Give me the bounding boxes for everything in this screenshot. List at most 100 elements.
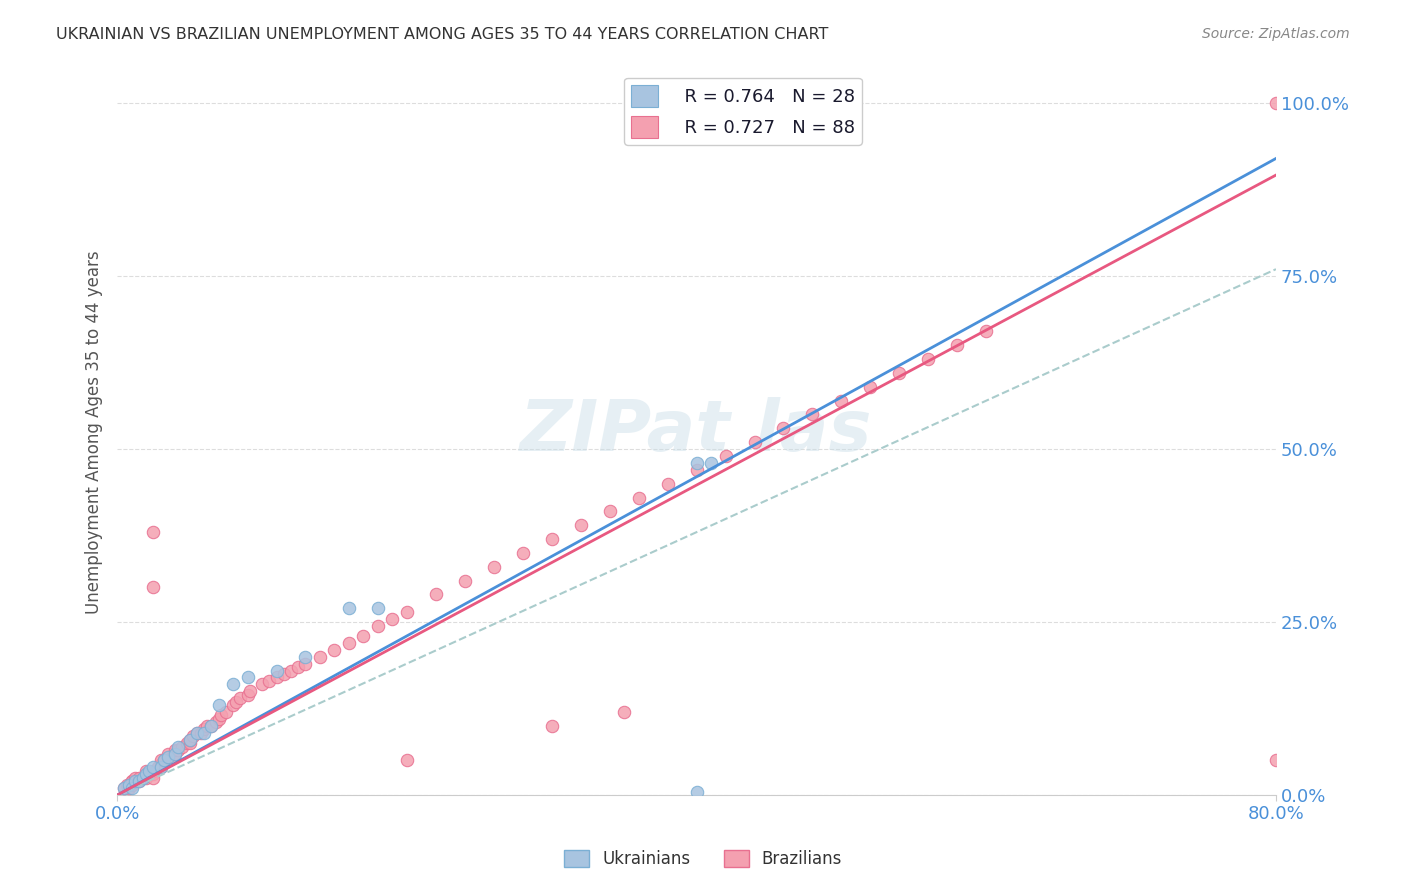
Point — [135, 771, 157, 785]
Point — [207, 712, 229, 726]
Point — [222, 677, 245, 691]
Point — [266, 670, 288, 684]
Point — [138, 767, 160, 781]
Point — [121, 778, 143, 792]
Point — [685, 784, 707, 798]
Point — [179, 736, 201, 750]
Point — [138, 764, 160, 778]
Point — [395, 605, 418, 619]
Point — [128, 771, 150, 785]
Point — [152, 754, 174, 768]
Point — [200, 719, 222, 733]
Point — [309, 649, 332, 664]
Text: Source: ZipAtlas.com: Source: ZipAtlas.com — [1202, 27, 1350, 41]
Point — [132, 771, 155, 785]
Point — [135, 764, 157, 778]
Point — [193, 726, 215, 740]
Y-axis label: Unemployment Among Ages 35 to 44 years: Unemployment Among Ages 35 to 44 years — [86, 250, 103, 614]
Point — [714, 449, 737, 463]
Point — [294, 657, 316, 671]
Point — [744, 435, 766, 450]
Point — [186, 726, 208, 740]
Point — [165, 747, 187, 761]
Point — [186, 726, 208, 740]
Point — [121, 774, 143, 789]
Point — [135, 767, 157, 781]
Point — [337, 601, 360, 615]
Point — [917, 352, 939, 367]
Point — [225, 695, 247, 709]
Point — [114, 781, 136, 796]
Point — [772, 421, 794, 435]
Point — [569, 518, 592, 533]
Point — [172, 739, 194, 754]
Point — [215, 705, 238, 719]
Point — [337, 636, 360, 650]
Point — [627, 491, 650, 505]
Point — [280, 664, 302, 678]
Point — [229, 691, 252, 706]
Point — [222, 698, 245, 712]
Point — [156, 750, 179, 764]
Point — [181, 729, 204, 743]
Point — [207, 698, 229, 712]
Point — [273, 667, 295, 681]
Point — [250, 677, 273, 691]
Point — [142, 581, 165, 595]
Point — [381, 612, 404, 626]
Point — [239, 684, 262, 698]
Point — [801, 408, 824, 422]
Point — [132, 771, 155, 785]
Point — [425, 587, 447, 601]
Point — [190, 726, 212, 740]
Point — [395, 754, 418, 768]
Point — [146, 760, 169, 774]
Point — [454, 574, 477, 588]
Point — [135, 767, 157, 781]
Point — [176, 736, 198, 750]
Point — [482, 559, 505, 574]
Point — [142, 767, 165, 781]
Point — [323, 642, 346, 657]
Point — [266, 664, 288, 678]
Point — [124, 771, 146, 785]
Point — [259, 673, 281, 688]
Point — [142, 771, 165, 785]
Point — [114, 781, 136, 796]
Point — [160, 750, 183, 764]
Point — [121, 774, 143, 789]
Point — [152, 754, 174, 768]
Point — [167, 739, 190, 754]
Point — [946, 338, 969, 352]
Text: ZIPat las: ZIPat las — [520, 397, 873, 467]
Point — [142, 760, 165, 774]
Point — [889, 366, 911, 380]
Point — [367, 601, 389, 615]
Legend:   R = 0.764   N = 28,   R = 0.727   N = 88: R = 0.764 N = 28, R = 0.727 N = 88 — [624, 78, 862, 145]
Point — [540, 719, 562, 733]
Point — [128, 774, 150, 789]
Point — [613, 705, 636, 719]
Point — [512, 546, 534, 560]
Point — [204, 715, 226, 730]
Point — [974, 325, 997, 339]
Point — [121, 781, 143, 796]
Point — [165, 743, 187, 757]
Point — [149, 756, 172, 771]
Point — [165, 747, 187, 761]
Point — [830, 393, 852, 408]
Point — [142, 764, 165, 778]
Point — [700, 456, 723, 470]
Legend: Ukrainians, Brazilians: Ukrainians, Brazilians — [557, 843, 849, 875]
Point — [287, 660, 309, 674]
Point — [118, 778, 141, 792]
Point — [193, 723, 215, 737]
Point — [142, 525, 165, 540]
Point — [118, 781, 141, 796]
Point — [685, 456, 707, 470]
Point — [156, 750, 179, 764]
Point — [167, 743, 190, 757]
Point — [128, 774, 150, 789]
Point — [367, 618, 389, 632]
Point — [1265, 96, 1288, 111]
